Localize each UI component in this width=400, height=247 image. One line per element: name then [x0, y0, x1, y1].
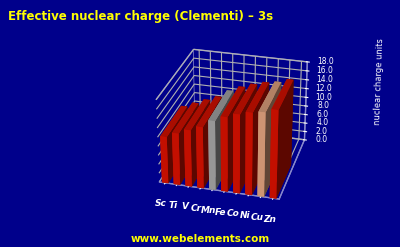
Text: www.webelements.com: www.webelements.com — [130, 234, 270, 244]
Text: Effective nuclear charge (Clementi) – 3s: Effective nuclear charge (Clementi) – 3s — [8, 10, 273, 23]
